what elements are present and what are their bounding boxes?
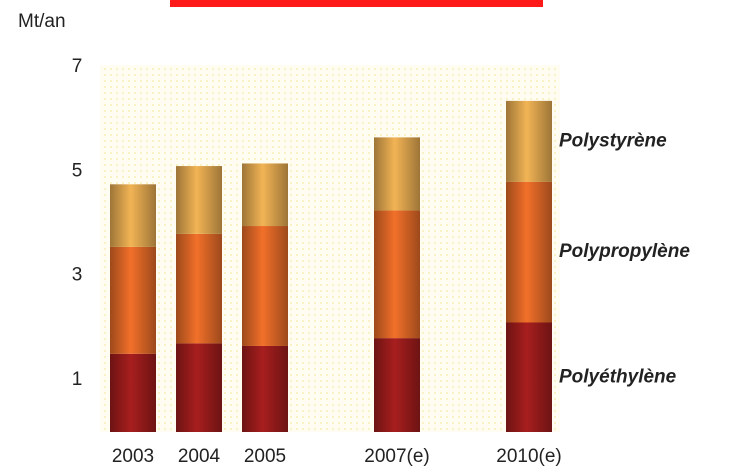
bar-shade — [242, 163, 288, 227]
bar-shade — [176, 343, 222, 432]
bar-shade — [374, 338, 420, 432]
bar-shade — [506, 100, 552, 182]
x-tick-label: 2003 — [112, 446, 154, 467]
x-tick-label: 2007(e) — [364, 446, 430, 467]
x-tick-label: 2010(e) — [496, 446, 562, 467]
bar-shade — [110, 353, 156, 432]
bar-shade — [374, 137, 420, 211]
y-axis-label: Mt/an — [18, 11, 66, 32]
bar-shade — [110, 246, 156, 354]
y-tick-label: 7 — [72, 56, 83, 77]
bar-shade — [176, 166, 222, 234]
x-tick-label: 2004 — [178, 446, 221, 467]
bar-shade — [110, 184, 156, 247]
series-label: Polypropylène — [559, 241, 690, 262]
bar-shade — [374, 210, 420, 339]
y-tick-label: 1 — [72, 369, 83, 390]
y-tick-label: 5 — [72, 160, 83, 181]
title-bar — [170, 0, 543, 7]
plot-background — [100, 65, 560, 432]
series-label: Polyéthylène — [559, 366, 677, 387]
bar-shade — [176, 233, 222, 344]
bar-shade — [242, 345, 288, 432]
bar-shade — [506, 181, 552, 323]
bar-shade — [242, 226, 288, 346]
y-tick-label: 3 — [72, 265, 83, 286]
x-tick-label: 2005 — [244, 446, 286, 467]
series-label: Polystyrène — [559, 130, 667, 151]
bar-shade — [506, 322, 552, 432]
